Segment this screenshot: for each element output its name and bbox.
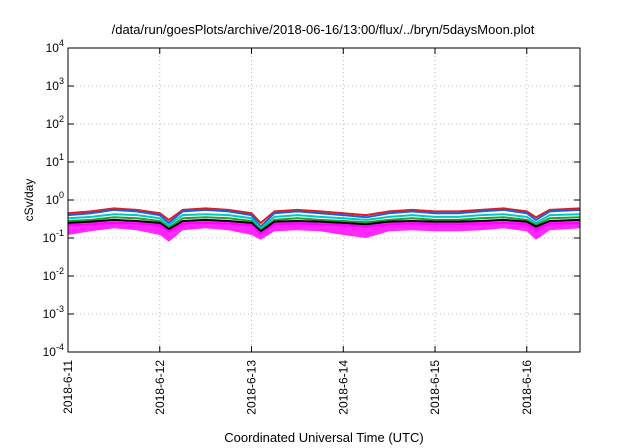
y-tick-label: 102 [46, 114, 64, 131]
y-tick-label: 10-2 [43, 266, 64, 283]
series-line-6 [67, 221, 581, 235]
chart-title: /data/run/goesPlots/archive/2018-06-16/1… [112, 22, 535, 37]
x-tick-label: 2018-6-15 [428, 360, 442, 415]
series-group [67, 207, 581, 235]
series-line-3 [67, 213, 581, 230]
y-tick-label: 100 [46, 190, 64, 207]
grid [68, 48, 580, 352]
x-tick-label: 2018-6-11 [61, 360, 75, 414]
y-tick-label: 103 [46, 76, 64, 93]
y-tick-label: 10-3 [43, 304, 64, 321]
series-line-4 [67, 216, 581, 232]
x-tick-label: 2018-6-16 [520, 360, 534, 415]
x-tick-label: 2018-6-13 [245, 360, 259, 415]
y-tick-label: 101 [46, 152, 64, 169]
x-axis-label: Coordinated Universal Time (UTC) [224, 430, 423, 445]
band-area [68, 221, 580, 242]
series-line-5 [67, 218, 581, 233]
series-line-1 [67, 207, 581, 224]
x-tick-label: 2018-6-14 [336, 360, 350, 415]
x-tick-label: 2018-6-12 [153, 360, 167, 415]
y-tick-label: 10-4 [43, 342, 64, 359]
series-line-2 [67, 208, 581, 228]
y-axis-label: cSv/day [22, 179, 36, 222]
y-tick-label: 10-1 [43, 228, 64, 245]
min-max-band [68, 221, 580, 242]
y-tick-label: 104 [46, 38, 64, 55]
x-axis: 2018-6-11 2018-6-12 2018-6-13 2018-6-14 2018… [61, 48, 534, 415]
y-axis: 10-4 10-3 10-2 10-1 100 101 102 103 104 [43, 38, 580, 359]
